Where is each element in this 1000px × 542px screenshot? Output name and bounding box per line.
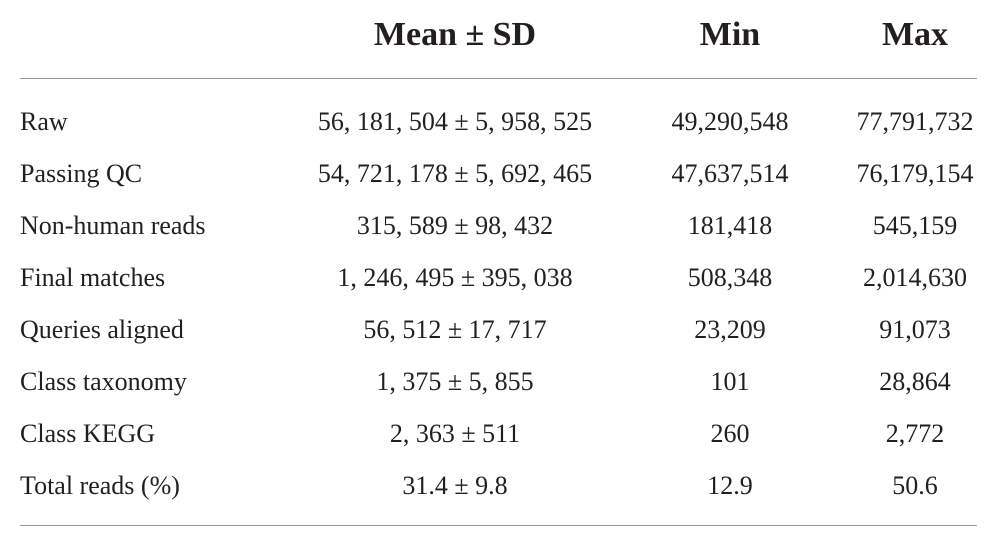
row-label: Raw [20,107,68,136]
min-cell: 508,348 [687,263,773,292]
max-cell: 91,073 [879,315,951,344]
header-min: Min [699,16,761,53]
max-cell: 2,772 [885,419,945,448]
min-cell: 47,637,514 [671,159,789,188]
row-label: Class taxonomy [20,367,187,396]
table-row: Total reads (%) 31.4 ± 9.8 12.9 50.6 [0,460,1000,512]
max-cell: 2,014,630 [863,263,967,292]
mean-sd-cell: 56, 512 ± 17, 717 [363,315,547,344]
row-label: Final matches [20,263,166,292]
max-cell: 50.6 [892,471,938,500]
top-rule [20,78,977,79]
table-row: Class KEGG 2, 363 ± 511 260 2,772 [0,408,1000,460]
table-row: Non-human reads 315, 589 ± 98, 432 181,4… [0,200,1000,252]
mean-sd-cell: 54, 721, 178 ± 5, 692, 465 [317,159,593,188]
table-header: Mean ± SD Min Max [0,12,1000,58]
header-max: Max [881,16,949,53]
mean-sd-cell: 56, 181, 504 ± 5, 958, 525 [317,107,593,136]
row-label: Class KEGG [20,419,156,448]
min-cell: 260 [710,419,750,448]
min-cell: 23,209 [694,315,766,344]
row-label: Queries aligned [20,315,184,344]
mean-sd-cell: 1, 375 ± 5, 855 [376,367,534,396]
table-row: Class taxonomy 1, 375 ± 5, 855 101 28,86… [0,356,1000,408]
row-label: Total reads (%) [20,471,180,500]
mean-sd-cell: 1, 246, 495 ± 395, 038 [337,263,573,292]
max-cell: 76,179,154 [856,159,974,188]
max-cell: 545,159 [872,211,958,240]
min-cell: 49,290,548 [671,107,789,136]
row-label: Passing QC [20,159,143,188]
min-cell: 181,418 [687,211,773,240]
table-row: Queries aligned 56, 512 ± 17, 717 23,209… [0,304,1000,356]
row-label: Non-human reads [20,211,206,240]
min-cell: 101 [710,367,750,396]
table-row: Passing QC 54, 721, 178 ± 5, 692, 465 47… [0,148,1000,200]
max-cell: 28,864 [879,367,951,396]
mean-sd-cell: 2, 363 ± 511 [389,419,521,448]
header-mean-sd: Mean ± SD [373,16,537,53]
table-row: Raw 56, 181, 504 ± 5, 958, 525 49,290,54… [0,96,1000,148]
min-cell: 12.9 [707,471,753,500]
table-row: Final matches 1, 246, 495 ± 395, 038 508… [0,252,1000,304]
mean-sd-cell: 31.4 ± 9.8 [402,471,508,500]
bottom-rule [20,525,977,526]
mean-sd-cell: 315, 589 ± 98, 432 [356,211,554,240]
max-cell: 77,791,732 [856,107,974,136]
